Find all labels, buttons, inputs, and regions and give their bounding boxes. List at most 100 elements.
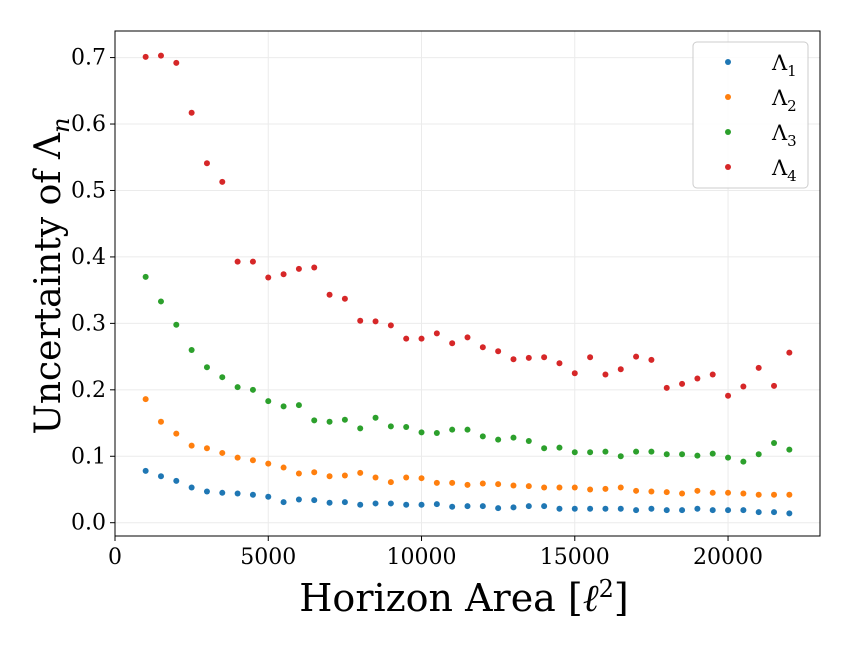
data-point [648,505,655,512]
data-point [571,484,578,491]
data-point [234,454,241,461]
data-point [234,490,241,497]
legend-marker [725,164,731,170]
data-point [525,483,532,490]
data-point [541,484,548,491]
data-point [188,346,195,353]
data-point [265,493,272,500]
data-point [142,273,149,280]
data-point [725,392,732,399]
legend-label: Λ4 [771,156,797,185]
data-point [280,499,287,506]
data-point [786,446,793,453]
data-point [433,501,440,508]
data-point [510,482,517,489]
series-2 [142,396,793,498]
data-point [602,448,609,455]
data-points [142,52,793,517]
data-point [464,503,471,510]
data-point [633,487,640,494]
data-point [479,503,486,510]
data-point [602,371,609,378]
x-axis: 0 5000 10000 15000 20000 [108,536,763,570]
legend-marker [725,94,731,100]
data-point [510,434,517,441]
y-tick-label: 0.6 [71,112,106,137]
data-point [633,448,640,455]
data-point [663,489,670,496]
data-point [418,335,425,342]
data-point [357,501,364,508]
data-point [786,510,793,517]
x-axis-label: Horizon Area [ℓ2] [299,575,628,620]
data-point [249,386,256,393]
data-point [617,505,624,512]
data-point [142,396,149,403]
y-tick-label: 0.4 [71,245,106,270]
data-point [556,484,563,491]
data-point [326,418,333,425]
data-point [633,507,640,514]
y-tick-label: 0.2 [71,378,106,403]
data-point [479,480,486,487]
data-point [326,291,333,298]
data-point [679,507,686,514]
data-point [449,503,456,510]
data-point [311,264,318,271]
data-point [755,451,762,458]
data-point [433,430,440,437]
legend: Λ1 Λ2 Λ3 Λ4 [692,41,809,189]
data-point [725,507,732,514]
data-point [725,489,732,496]
data-point [173,477,180,484]
data-point [265,398,272,405]
data-point [157,298,164,305]
data-point [249,457,256,464]
data-point [479,433,486,440]
data-point [510,504,517,511]
data-point [418,501,425,508]
x-tick-label: 10000 [387,545,457,570]
data-point [587,486,594,493]
legend-label: Λ1 [771,51,797,80]
data-point [157,52,164,59]
x-tick-label: 0 [108,545,122,570]
data-point [403,424,410,431]
data-point [571,370,578,377]
data-point [602,505,609,512]
y-tick-label: 0.7 [71,46,106,71]
data-point [663,451,670,458]
series-4 [142,52,793,399]
data-point [464,481,471,488]
data-point [587,449,594,456]
data-point [740,458,747,465]
data-point [249,491,256,498]
data-point [740,383,747,390]
data-point [142,467,149,474]
legend-marker [725,59,731,65]
data-point [587,354,594,361]
data-point [679,490,686,497]
data-point [280,403,287,410]
data-point [556,360,563,367]
legend-box [692,41,809,189]
data-point [556,444,563,451]
data-point [786,491,793,498]
data-point [219,489,226,496]
data-point [679,451,686,458]
x-tick-label: 20000 [693,545,763,570]
data-point [295,265,302,272]
data-point [311,497,318,504]
data-point [449,340,456,347]
data-point [709,371,716,378]
data-point [709,450,716,457]
data-point [372,414,379,421]
data-point [694,487,701,494]
data-point [372,318,379,325]
data-point [786,349,793,356]
series-1 [142,467,793,517]
data-point [295,496,302,503]
data-point [449,479,456,486]
data-point [387,500,394,507]
data-point [372,500,379,507]
